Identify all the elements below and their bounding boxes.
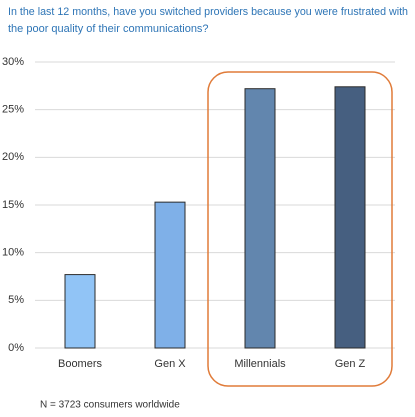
chart-title: the poor quality of their communications… (8, 23, 209, 35)
chart-title: In the last 12 months, have you switched… (8, 6, 408, 18)
y-tick-label: 30% (2, 56, 24, 68)
footnote: N = 3723 consumers worldwide (40, 400, 180, 411)
y-tick-label: 15% (2, 199, 24, 211)
bar (244, 88, 276, 349)
x-tick-label: Boomers (58, 358, 103, 370)
y-tick-label: 20% (2, 151, 24, 163)
bar (64, 274, 96, 349)
bar (154, 201, 186, 349)
y-tick-label: 0% (8, 342, 24, 354)
y-tick-label: 25% (2, 104, 24, 116)
x-tick-label: Gen X (154, 358, 186, 370)
highlight-box (207, 71, 393, 387)
y-tick-label: 10% (2, 247, 24, 259)
x-tick-label: Gen Z (335, 358, 366, 370)
x-tick-label: Millennials (234, 358, 286, 370)
y-tick-label: 5% (8, 294, 24, 306)
bar (334, 86, 366, 349)
